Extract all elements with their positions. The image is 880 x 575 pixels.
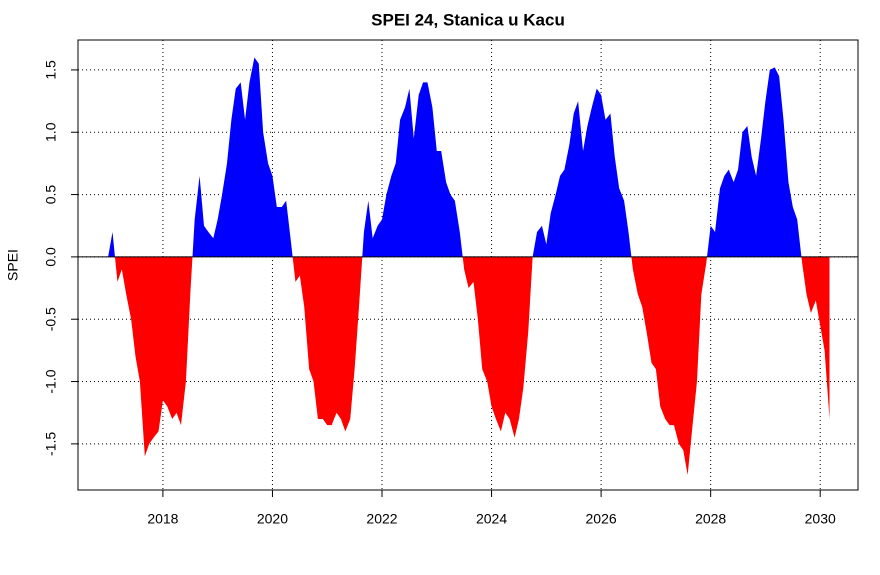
- chart-title: SPEI 24, Stanica u Kacu: [371, 10, 565, 29]
- y-tick-label: -0.5: [43, 307, 59, 331]
- y-tick-label: -1.5: [43, 432, 59, 456]
- y-tick-label: 0.0: [43, 247, 59, 267]
- x-tick-label: 2018: [147, 511, 178, 527]
- x-tick-label: 2028: [695, 511, 726, 527]
- negative-area: [108, 256, 830, 476]
- x-tick-label: 2020: [257, 511, 288, 527]
- x-tick-label: 2024: [476, 511, 507, 527]
- plot-frame: [77, 39, 859, 491]
- y-tick-label: -1.0: [43, 369, 59, 393]
- x-tick-label: 2030: [805, 511, 836, 527]
- positive-area: [108, 57, 802, 257]
- x-tick-label: 2022: [366, 511, 397, 527]
- y-axis-label: SPEI: [5, 249, 21, 281]
- y-tick-label: 1.0: [43, 122, 59, 142]
- x-tick-label: 2026: [586, 511, 617, 527]
- y-tick-label: 1.5: [43, 60, 59, 80]
- y-tick-label: 0.5: [43, 185, 59, 205]
